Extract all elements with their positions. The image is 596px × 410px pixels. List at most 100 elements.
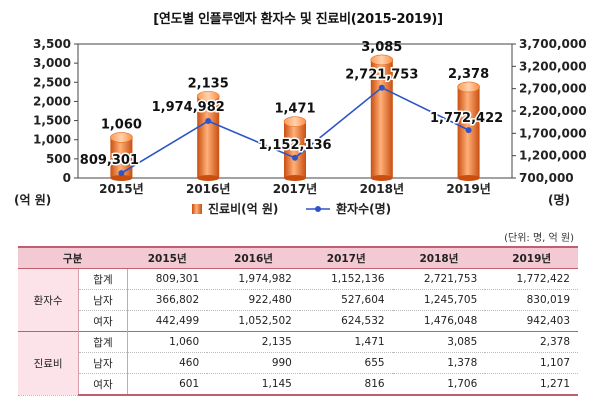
header-cell: 2018년 bbox=[392, 246, 486, 269]
legend-bar-label: 진료비(억 원) bbox=[208, 201, 278, 216]
bar-value-label: 1,471 bbox=[274, 102, 315, 117]
row-label: 남자 bbox=[78, 352, 128, 374]
right-tick-label: 1,700,000 bbox=[519, 126, 587, 140]
right-tick-label: 3,200,000 bbox=[519, 59, 587, 73]
row-label: 합계 bbox=[78, 268, 128, 290]
table-cell: 1,772,422 bbox=[485, 268, 578, 290]
table-cell: 1,471 bbox=[299, 331, 393, 353]
header-cell: 2017년 bbox=[299, 246, 393, 269]
bar-cap bbox=[196, 90, 220, 102]
legend-line-marker bbox=[315, 206, 321, 212]
legend-bar-swatch bbox=[192, 204, 202, 214]
group-label: 환자수 bbox=[18, 268, 80, 332]
bar-cap bbox=[457, 81, 480, 93]
table-cell: 1,706 bbox=[392, 373, 486, 396]
row-label: 여자 bbox=[78, 310, 128, 332]
line-point bbox=[118, 170, 125, 177]
x-tick-label: 2018년 bbox=[360, 182, 404, 196]
table-cell: 1,476,048 bbox=[392, 310, 486, 332]
table-cell: 1,378 bbox=[392, 352, 486, 374]
line-point bbox=[205, 118, 212, 125]
table-cell: 1,052,502 bbox=[207, 310, 300, 332]
table-cell: 3,085 bbox=[392, 331, 486, 353]
right-tick-label: 2,700,000 bbox=[519, 82, 587, 96]
table-cell: 1,152,136 bbox=[299, 268, 393, 290]
table-row: 남자 460 990 655 1,378 1,107 bbox=[18, 352, 578, 374]
table-row: 여자 601 1,145 816 1,706 1,271 bbox=[18, 373, 578, 396]
group-label: 진료비 bbox=[18, 331, 80, 396]
right-tick-label: 700,000 bbox=[519, 171, 574, 185]
x-tick-label: 2017년 bbox=[273, 182, 317, 196]
line-point bbox=[292, 154, 298, 161]
left-tick-label: 1,000 bbox=[33, 133, 71, 147]
table-cell: 1,245,705 bbox=[392, 289, 486, 311]
line-point bbox=[378, 84, 385, 91]
table-cell: 624,532 bbox=[299, 310, 393, 332]
line-point bbox=[465, 127, 472, 134]
bar-base bbox=[197, 175, 220, 181]
left-tick-label: 3,000 bbox=[33, 56, 71, 70]
bar-cap bbox=[110, 132, 133, 143]
page-title: [연도별 인플루엔자 환자수 및 진료비(2015-2019)] bbox=[153, 12, 443, 27]
table-cell: 2,721,753 bbox=[392, 268, 486, 290]
x-tick-label: 2019년 bbox=[446, 182, 490, 196]
table-row: 남자 366,802 922,480 527,604 1,245,705 830,019 bbox=[18, 289, 578, 311]
bar-base bbox=[370, 175, 393, 181]
table-cell: 816 bbox=[299, 373, 393, 396]
table-row: 환자수 합계 809,301 1,974,982 1,152,136 2,721,753 1… bbox=[18, 268, 578, 332]
line-value-label: 2,721,753 bbox=[345, 68, 418, 83]
table-unit-note: (단위: 명, 억 원) bbox=[504, 233, 574, 244]
left-tick-label: 3,500 bbox=[33, 37, 71, 51]
table-cell: 1,974,982 bbox=[207, 268, 300, 290]
legend-line-label: 환자수(명) bbox=[336, 201, 391, 216]
header-cell: 2015년 bbox=[127, 246, 208, 269]
bar-line-chart: 0 500 1,000 1,500 2,000 2,500 3,000 3,500 700,00… bbox=[14, 37, 587, 216]
row-label: 합계 bbox=[78, 331, 128, 353]
line-value-label: 1,974,982 bbox=[152, 100, 225, 115]
table-cell: 527,604 bbox=[299, 289, 393, 311]
x-tick-label: 2015년 bbox=[99, 182, 143, 196]
table-cell: 460 bbox=[127, 352, 208, 374]
right-axis-label: (명) bbox=[548, 193, 570, 207]
table-cell: 1,060 bbox=[127, 331, 208, 353]
bar-value-label: 1,060 bbox=[101, 117, 142, 132]
table-cell: 990 bbox=[207, 352, 300, 374]
bar-value-label: 3,085 bbox=[361, 40, 402, 55]
left-tick-label: 2,500 bbox=[33, 75, 71, 89]
table-cell: 601 bbox=[127, 373, 208, 396]
header-cell: 2019년 bbox=[485, 246, 578, 269]
table-cell: 830,019 bbox=[485, 289, 578, 311]
data-table: 구분 2015년 2016년 2017년 2018년 2019년 환자수 합계 80… bbox=[18, 246, 578, 396]
table-cell: 1,145 bbox=[207, 373, 300, 396]
bar-value-label: 2,135 bbox=[188, 76, 229, 91]
row-label: 여자 bbox=[78, 373, 128, 396]
line-value-label: 1,772,422 bbox=[430, 111, 503, 126]
right-tick-label: 2,200,000 bbox=[519, 104, 587, 118]
line-value-label: 809,301 bbox=[80, 153, 139, 168]
table-cell: 1,107 bbox=[485, 352, 578, 374]
right-tick-label: 3,700,000 bbox=[519, 37, 587, 51]
table-cell: 922,480 bbox=[207, 289, 300, 311]
table-cell: 942,403 bbox=[485, 310, 578, 332]
bar-base bbox=[110, 175, 133, 181]
x-tick-label: 2016년 bbox=[186, 182, 230, 196]
table-header-row: 구분 2015년 2016년 2017년 2018년 2019년 bbox=[18, 246, 578, 269]
table-cell: 2,135 bbox=[207, 331, 300, 353]
bar bbox=[370, 59, 393, 178]
header-cell: 구분 bbox=[18, 246, 128, 269]
left-tick-label: 2,000 bbox=[33, 94, 71, 108]
bar bbox=[197, 96, 220, 178]
table-cell: 366,802 bbox=[127, 289, 208, 311]
table-cell: 1,271 bbox=[485, 373, 578, 396]
table-cell: 655 bbox=[299, 352, 393, 374]
left-tick-label: 500 bbox=[46, 152, 71, 166]
left-axis-label: (억 원) bbox=[14, 193, 51, 207]
table-cell: 2,378 bbox=[485, 331, 578, 353]
table-row: 진료비 합계 1,060 2,135 1,471 3,085 2,378 bbox=[18, 331, 578, 396]
bar-cap bbox=[283, 116, 307, 127]
bar-value-label: 2,378 bbox=[448, 67, 489, 82]
line-value-label: 1,152,136 bbox=[258, 138, 331, 153]
table-cell: 809,301 bbox=[127, 268, 208, 290]
bar bbox=[284, 121, 306, 178]
bar-cap bbox=[370, 54, 394, 66]
